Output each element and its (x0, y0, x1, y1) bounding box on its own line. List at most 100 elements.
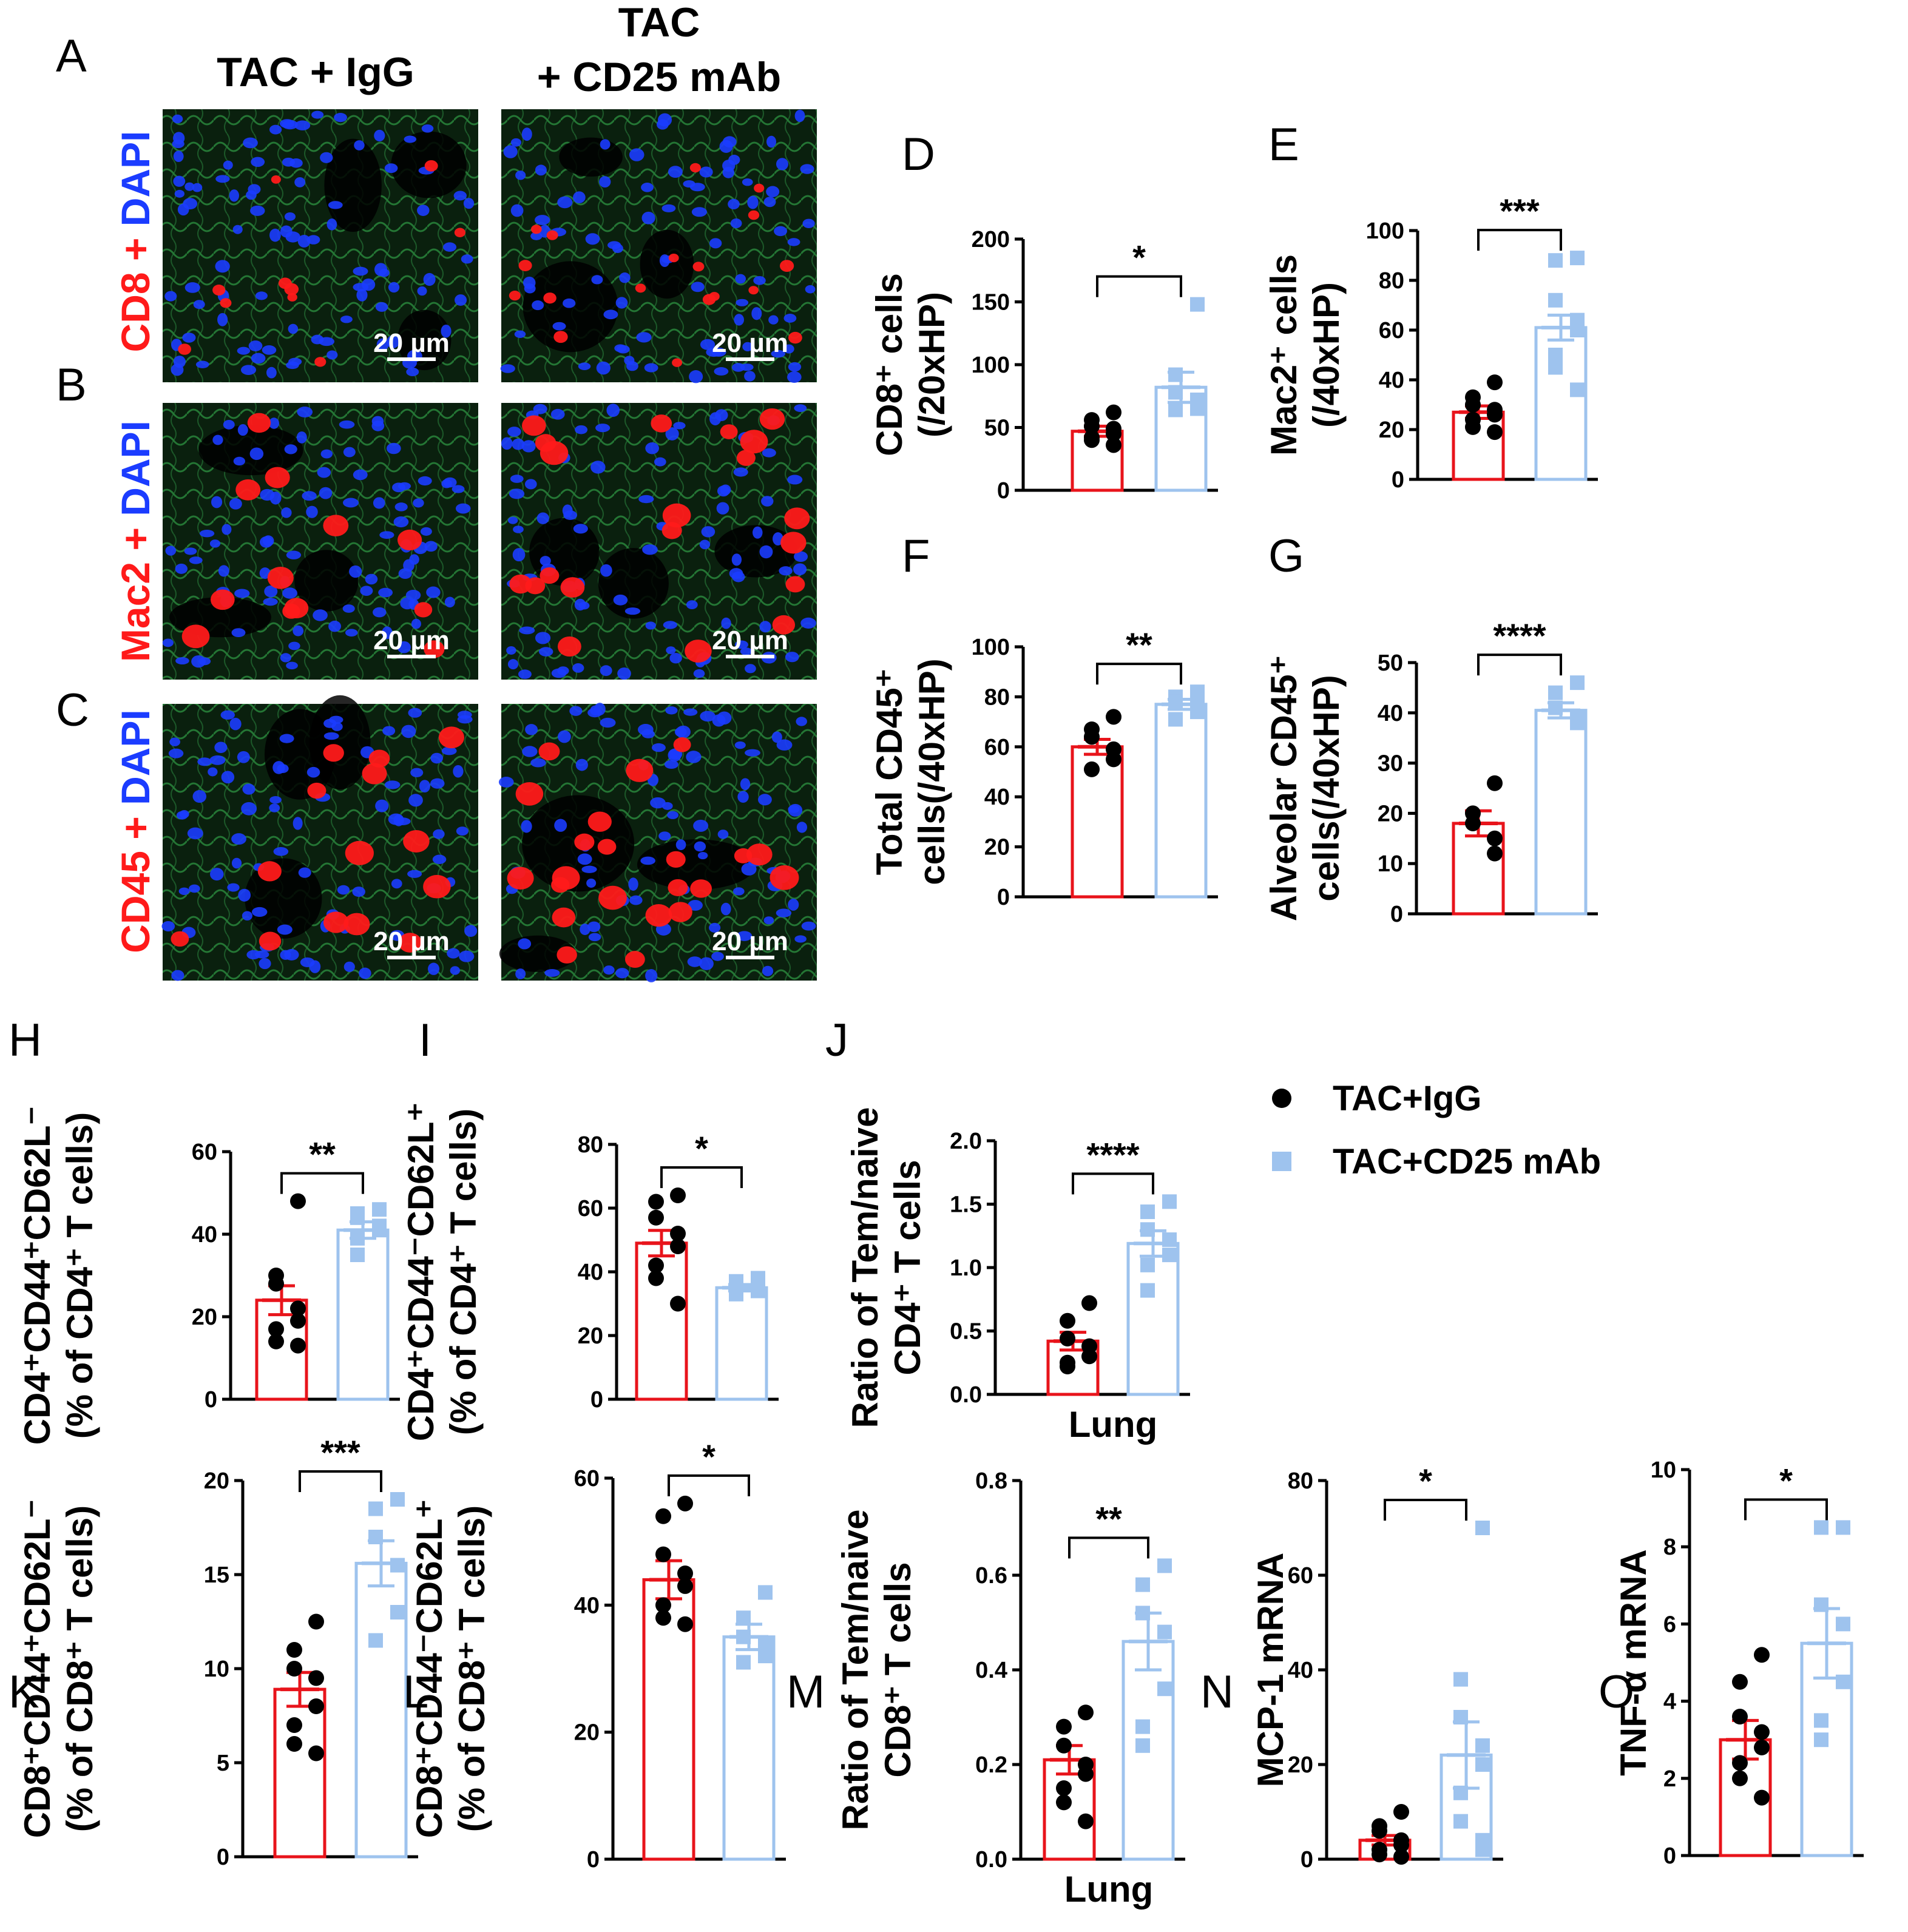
data-point-igg (1732, 1770, 1748, 1786)
data-point-cd25 (1135, 1738, 1150, 1753)
y-axis-label: (% of CD4⁺ T cells) (443, 1109, 484, 1435)
data-point-igg (1106, 404, 1121, 421)
y-axis-label: CD8⁺ T cells (878, 1562, 918, 1777)
y-axis-label: (% of CD8⁺ T cells) (452, 1505, 492, 1832)
data-point-igg (670, 1226, 686, 1241)
y-tick-label: 1.0 (950, 1255, 982, 1281)
y-axis-label: Mac2⁺ cells (1264, 254, 1304, 456)
data-point-cd25 (1570, 382, 1585, 397)
y-tick-label: 50 (1378, 650, 1403, 676)
y-tick-label: 0.0 (975, 1847, 1007, 1873)
y-tick-label: 0 (217, 1845, 229, 1870)
y-tick-label: 0 (590, 1387, 603, 1413)
data-point-cd25 (1475, 1738, 1490, 1753)
x-axis-label: Lung (1069, 1404, 1158, 1445)
chart-o: O 0 2 4 6 8 10 TNF-α mRNA * (1598, 1457, 1864, 1869)
y-tick-label: 60 (578, 1196, 603, 1221)
data-point-cd25 (1836, 1674, 1850, 1689)
y-tick-label: 10 (1378, 851, 1403, 877)
data-point-igg (648, 1194, 664, 1210)
y-tick-label: 4 (1663, 1689, 1676, 1715)
y-tick-label: 60 (574, 1466, 600, 1491)
y-tick-label: 100 (972, 353, 1010, 378)
data-point-igg (308, 1745, 324, 1761)
chart-m: M 0.0 0.2 0.4 0.6 0.8 Ratio of Tem/naive CD8⁺ T… (787, 1468, 1185, 1910)
panel-letter-l: L (403, 1666, 428, 1718)
y-axis-label: CD8⁺CD44⁺CD62L⁻ (17, 1499, 58, 1839)
data-point-cd25 (390, 1492, 405, 1507)
y-tick-label: 40 (1379, 368, 1404, 393)
panel-letter-i: I (419, 1015, 431, 1066)
data-point-igg (1081, 1295, 1097, 1311)
data-point-cd25 (1570, 675, 1585, 691)
data-point-igg (1056, 1780, 1072, 1796)
y-tick-label: 0.4 (975, 1658, 1007, 1683)
y-tick-label: 20 (578, 1323, 603, 1349)
significance-bracket (1477, 654, 1562, 676)
data-point-cd25 (736, 1655, 751, 1670)
data-point-cd25 (1836, 1616, 1850, 1632)
y-axis-label: MCP-1 mRNA (1250, 1553, 1291, 1788)
y-tick-label: 0 (1301, 1847, 1313, 1873)
significance-bracket (1384, 1499, 1467, 1521)
data-point-cd25 (1814, 1520, 1828, 1535)
chart-h: H 0 20 40 60 CD4⁺CD44⁺CD62L⁻ (% of CD4⁺ T cell… (8, 1015, 400, 1445)
stain-label-row-c: CD45 + DAPI (113, 709, 158, 953)
data-point-cd25 (1548, 253, 1563, 268)
data-point-igg (1487, 830, 1503, 846)
data-point-igg (670, 1187, 686, 1203)
data-point-cd25 (1135, 1577, 1150, 1592)
y-axis-label: cells(/40xHP) (912, 658, 952, 885)
y-axis-label: CD4⁺ T cells (887, 1160, 928, 1375)
significance-bracket (668, 1474, 750, 1496)
data-point-igg (286, 1661, 302, 1677)
data-point-igg (655, 1610, 671, 1626)
data-point-cd25 (368, 1633, 383, 1648)
significance-bracket (1096, 275, 1182, 297)
data-point-igg (655, 1546, 671, 1562)
micrograph-b-cd25: 20 µm (501, 403, 817, 680)
data-point-cd25 (1814, 1713, 1828, 1728)
data-point-igg (670, 1238, 686, 1254)
data-point-cd25 (1162, 1232, 1177, 1248)
micrograph-c-cd25: 20 µm (498, 703, 817, 982)
data-point-cd25 (1157, 1624, 1172, 1640)
data-point-igg (1056, 1718, 1072, 1735)
data-point-cd25 (1157, 1681, 1172, 1697)
data-point-cd25 (1168, 712, 1183, 727)
y-tick-label: 0 (997, 478, 1010, 504)
y-tick-label: 20 (1288, 1752, 1313, 1778)
data-point-cd25 (736, 1610, 751, 1626)
y-axis-label: CD4⁺CD44⁺CD62L⁻ (17, 1106, 58, 1445)
significance-label: *** (320, 1433, 360, 1471)
panel-letter-C: C (56, 684, 89, 736)
data-point-cd25 (1836, 1520, 1850, 1535)
data-point-cd25 (1162, 1194, 1177, 1209)
data-point-cd25 (1168, 402, 1183, 417)
y-tick-label: 100 (972, 635, 1010, 660)
data-point-igg (1487, 424, 1503, 441)
data-point-cd25 (758, 1649, 773, 1664)
data-point-igg (1393, 1804, 1409, 1820)
data-point-igg (290, 1300, 306, 1317)
data-point-igg (308, 1670, 324, 1686)
y-axis-label: cells(/40xHP) (1306, 675, 1347, 902)
y-tick-label: 0 (587, 1847, 600, 1873)
significance-bracket (1072, 1172, 1154, 1195)
y-tick-label: 80 (1379, 268, 1404, 294)
panel-letter-o: O (1598, 1666, 1634, 1718)
y-tick-label: 50 (984, 416, 1010, 441)
data-point-igg (1084, 432, 1100, 448)
data-point-igg (290, 1193, 306, 1209)
data-point-igg (1465, 815, 1481, 831)
data-point-cd25 (1570, 251, 1585, 266)
y-axis-label: TNF-α mRNA (1613, 1549, 1654, 1776)
y-axis-label: CD8⁺ cells (869, 273, 910, 456)
y-tick-label: 20 (204, 1468, 229, 1494)
y-tick-label: 40 (1378, 701, 1403, 726)
y-axis-label: Alveolar CD45⁺ (1264, 655, 1304, 922)
data-point-cd25 (390, 1558, 405, 1573)
panel-letter-d: D (902, 129, 935, 180)
data-point-igg (1487, 845, 1503, 862)
data-point-igg (1487, 374, 1503, 391)
